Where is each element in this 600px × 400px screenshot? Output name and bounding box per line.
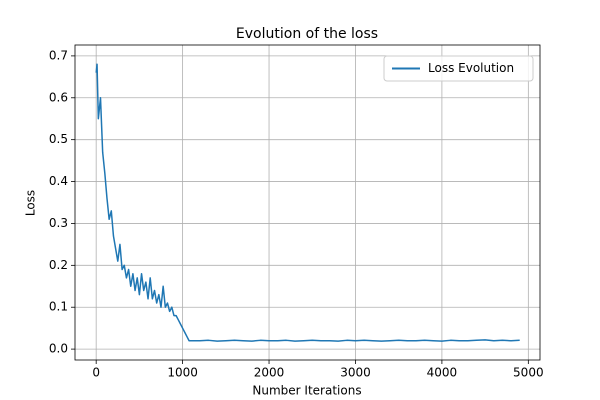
y-axis-label: Loss [24,190,38,216]
y-tick-label: 0.6 [49,90,68,104]
y-tick-label: 0.0 [49,342,68,356]
x-tick-label: 0 [92,366,100,380]
chart-title: Evolution of the loss [236,26,378,42]
y-tick-label: 0.3 [49,216,68,230]
x-tick-label: 2000 [254,366,285,380]
x-axis-label: Number Iterations [252,384,361,398]
y-tick-label: 0.4 [49,174,68,188]
y-tick-label: 0.1 [49,300,68,314]
y-tick-label: 0.7 [49,48,68,62]
legend-label: Loss Evolution [428,61,514,75]
y-tick-label: 0.2 [49,258,68,272]
loss-line [95,63,520,342]
y-tick-label: 0.5 [49,132,68,146]
x-tick-label: 5000 [513,366,544,380]
x-tick-label: 4000 [427,366,458,380]
legend-box [383,55,534,82]
plot-frame [74,44,541,361]
x-tick-label: 3000 [340,366,371,380]
x-tick-label: 1000 [167,366,198,380]
